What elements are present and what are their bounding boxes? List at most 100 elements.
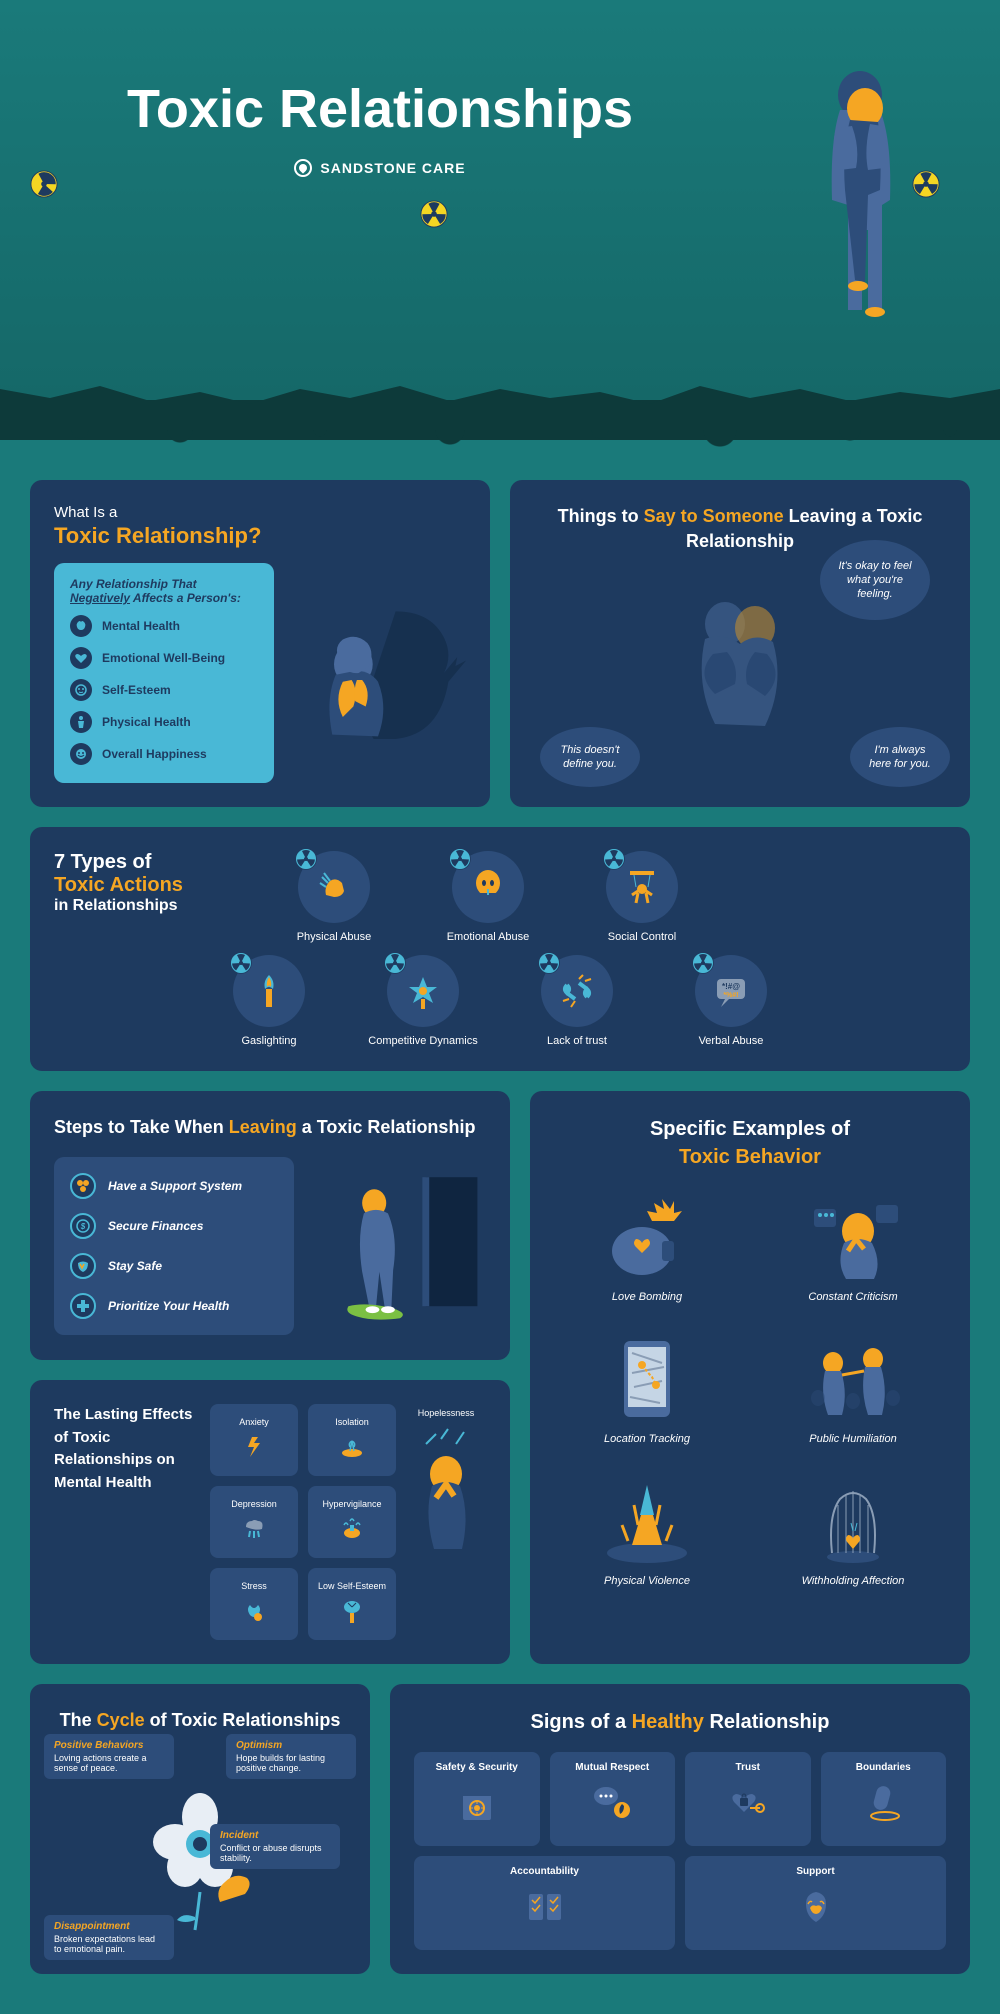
- type-label: Social Control: [608, 931, 676, 943]
- cycle-title: The Cycle of Toxic Relationships: [54, 1708, 346, 1733]
- effects-panel: The Lasting Effects of Toxic Relationshi…: [30, 1380, 510, 1664]
- type-item: Lack of trust: [517, 955, 637, 1047]
- example-icon: [798, 1333, 908, 1423]
- effects-title: The Lasting Effects of Toxic Relationshi…: [54, 1404, 194, 1640]
- healthy-cell: Accountability: [414, 1856, 675, 1950]
- list-item: Physical Health: [70, 711, 258, 733]
- effect-icon: [238, 1513, 270, 1545]
- types-panel: 7 Types of Toxic Actions in Relationship…: [30, 827, 970, 1071]
- hero: Toxic Relationships SANDSTONE CARE: [0, 0, 1000, 400]
- whatis-illustration: [290, 563, 466, 783]
- effect-icon: [238, 1595, 270, 1627]
- effect-cell: Anxiety: [210, 1404, 298, 1476]
- type-label: Gaslighting: [241, 1035, 296, 1047]
- example-item: Constant Criticism: [760, 1191, 946, 1303]
- effect-icon: [336, 1431, 368, 1463]
- type-label: Lack of trust: [547, 1035, 607, 1047]
- radiation-icon: [30, 170, 58, 198]
- healthy-cell: Safety & Security: [414, 1752, 540, 1846]
- brand-name: SANDSTONE CARE: [320, 160, 465, 176]
- type-label: Competitive Dynamics: [368, 1035, 477, 1047]
- whatis-box-heading: Any Relationship That Negatively Affects…: [70, 577, 258, 605]
- brand-logo-icon: [294, 159, 312, 177]
- healthy-icon: [725, 1781, 771, 1823]
- type-item: Physical Abuse: [274, 851, 394, 943]
- step-icon: [70, 1293, 96, 1319]
- effect-cell: Low Self-Esteem: [308, 1568, 396, 1640]
- type-label: Verbal Abuse: [699, 1035, 764, 1047]
- healthy-icon: [589, 1781, 635, 1823]
- type-label: Physical Abuse: [297, 931, 372, 943]
- body-icon: [70, 711, 92, 733]
- cycle-label: IncidentConflict or abuse disrupts stabi…: [210, 1824, 340, 1869]
- example-item: Physical Violence: [554, 1475, 740, 1587]
- steps-title: Steps to Take When Leaving a Toxic Relat…: [54, 1115, 486, 1140]
- type-icon: [298, 851, 370, 923]
- steps-box: Have a Support System $Secure Finances Sta…: [54, 1157, 294, 1335]
- whatis-list: Mental Health Emotional Well-Being Self-…: [70, 615, 258, 765]
- hug-illustration: [665, 584, 815, 734]
- drip-divider: [0, 400, 1000, 440]
- healthy-icon: [860, 1781, 906, 1823]
- type-item: Social Control: [582, 851, 702, 943]
- face-icon: [70, 679, 92, 701]
- examples-panel: Specific Examples of Toxic Behavior Love…: [530, 1091, 970, 1664]
- examples-title: Specific Examples of Toxic Behavior: [554, 1115, 946, 1171]
- example-icon: [798, 1191, 908, 1281]
- list-item: Have a Support System: [70, 1173, 278, 1199]
- example-icon: [798, 1475, 908, 1565]
- effect-cell: Stress: [210, 1568, 298, 1640]
- whatis-title: Toxic Relationship?: [54, 523, 466, 549]
- healthy-icon: [454, 1781, 500, 1823]
- whatis-definition-box: Any Relationship That Negatively Affects…: [54, 563, 274, 783]
- healthy-cell: Support: [685, 1856, 946, 1950]
- speech-bubble: This doesn't define you.: [540, 727, 640, 787]
- cycle-label: DisappointmentBroken expectations lead t…: [44, 1915, 174, 1960]
- whatis-panel: What Is a Toxic Relationship? Any Relati…: [30, 480, 490, 807]
- effect-cell: Isolation: [308, 1404, 396, 1476]
- type-icon: [387, 955, 459, 1027]
- list-item: Mental Health: [70, 615, 258, 637]
- healthy-title: Signs of a Healthy Relationship: [414, 1708, 946, 1736]
- type-icon: *!#@*%#!: [695, 955, 767, 1027]
- types-title: 7 Types of Toxic Actions in Relationship…: [54, 851, 234, 915]
- effect-icon: [238, 1431, 270, 1463]
- type-icon: [233, 955, 305, 1027]
- svg-text:Hopelessness: Hopelessness: [418, 1408, 475, 1418]
- list-item: $Secure Finances: [70, 1213, 278, 1239]
- radiation-icon: [420, 200, 448, 228]
- hopelessness-illustration: Hopelessness: [406, 1404, 486, 1554]
- type-icon: [452, 851, 524, 923]
- leaving-illustration: [314, 1156, 486, 1336]
- healthy-icon: [522, 1885, 568, 1927]
- effect-icon: [336, 1513, 368, 1545]
- radiation-icon: [912, 170, 940, 198]
- example-icon: [592, 1475, 702, 1565]
- healthy-cell: Trust: [685, 1752, 811, 1846]
- svg-text:*%#!: *%#!: [723, 992, 738, 999]
- example-item: Location Tracking: [554, 1333, 740, 1445]
- type-item: *!#@*%#! Verbal Abuse: [671, 955, 791, 1047]
- type-item: Gaslighting: [209, 955, 329, 1047]
- steps-panel: Steps to Take When Leaving a Toxic Relat…: [30, 1091, 510, 1360]
- heart-icon: [70, 647, 92, 669]
- type-icon: [606, 851, 678, 923]
- type-label: Emotional Abuse: [447, 931, 530, 943]
- hero-title: Toxic Relationships: [40, 80, 720, 139]
- effect-icon: [336, 1595, 368, 1627]
- cycle-label: OptimismHope builds for lasting positive…: [226, 1734, 356, 1779]
- list-item: Self-Esteem: [70, 679, 258, 701]
- say-panel: Things to Say to Someone Leaving a Toxic…: [510, 480, 970, 807]
- healthy-panel: Signs of a Healthy Relationship Safety &…: [390, 1684, 970, 1974]
- list-item: Stay Safe: [70, 1253, 278, 1279]
- healthy-cell: Boundaries: [821, 1752, 947, 1846]
- brain-icon: [70, 615, 92, 637]
- example-icon: [592, 1191, 702, 1281]
- list-item: Emotional Well-Being: [70, 647, 258, 669]
- step-icon: [70, 1173, 96, 1199]
- type-icon: [541, 955, 613, 1027]
- list-item: Overall Happiness: [70, 743, 258, 765]
- list-item: Prioritize Your Health: [70, 1293, 278, 1319]
- example-icon: [592, 1333, 702, 1423]
- svg-text:$: $: [80, 1222, 86, 1231]
